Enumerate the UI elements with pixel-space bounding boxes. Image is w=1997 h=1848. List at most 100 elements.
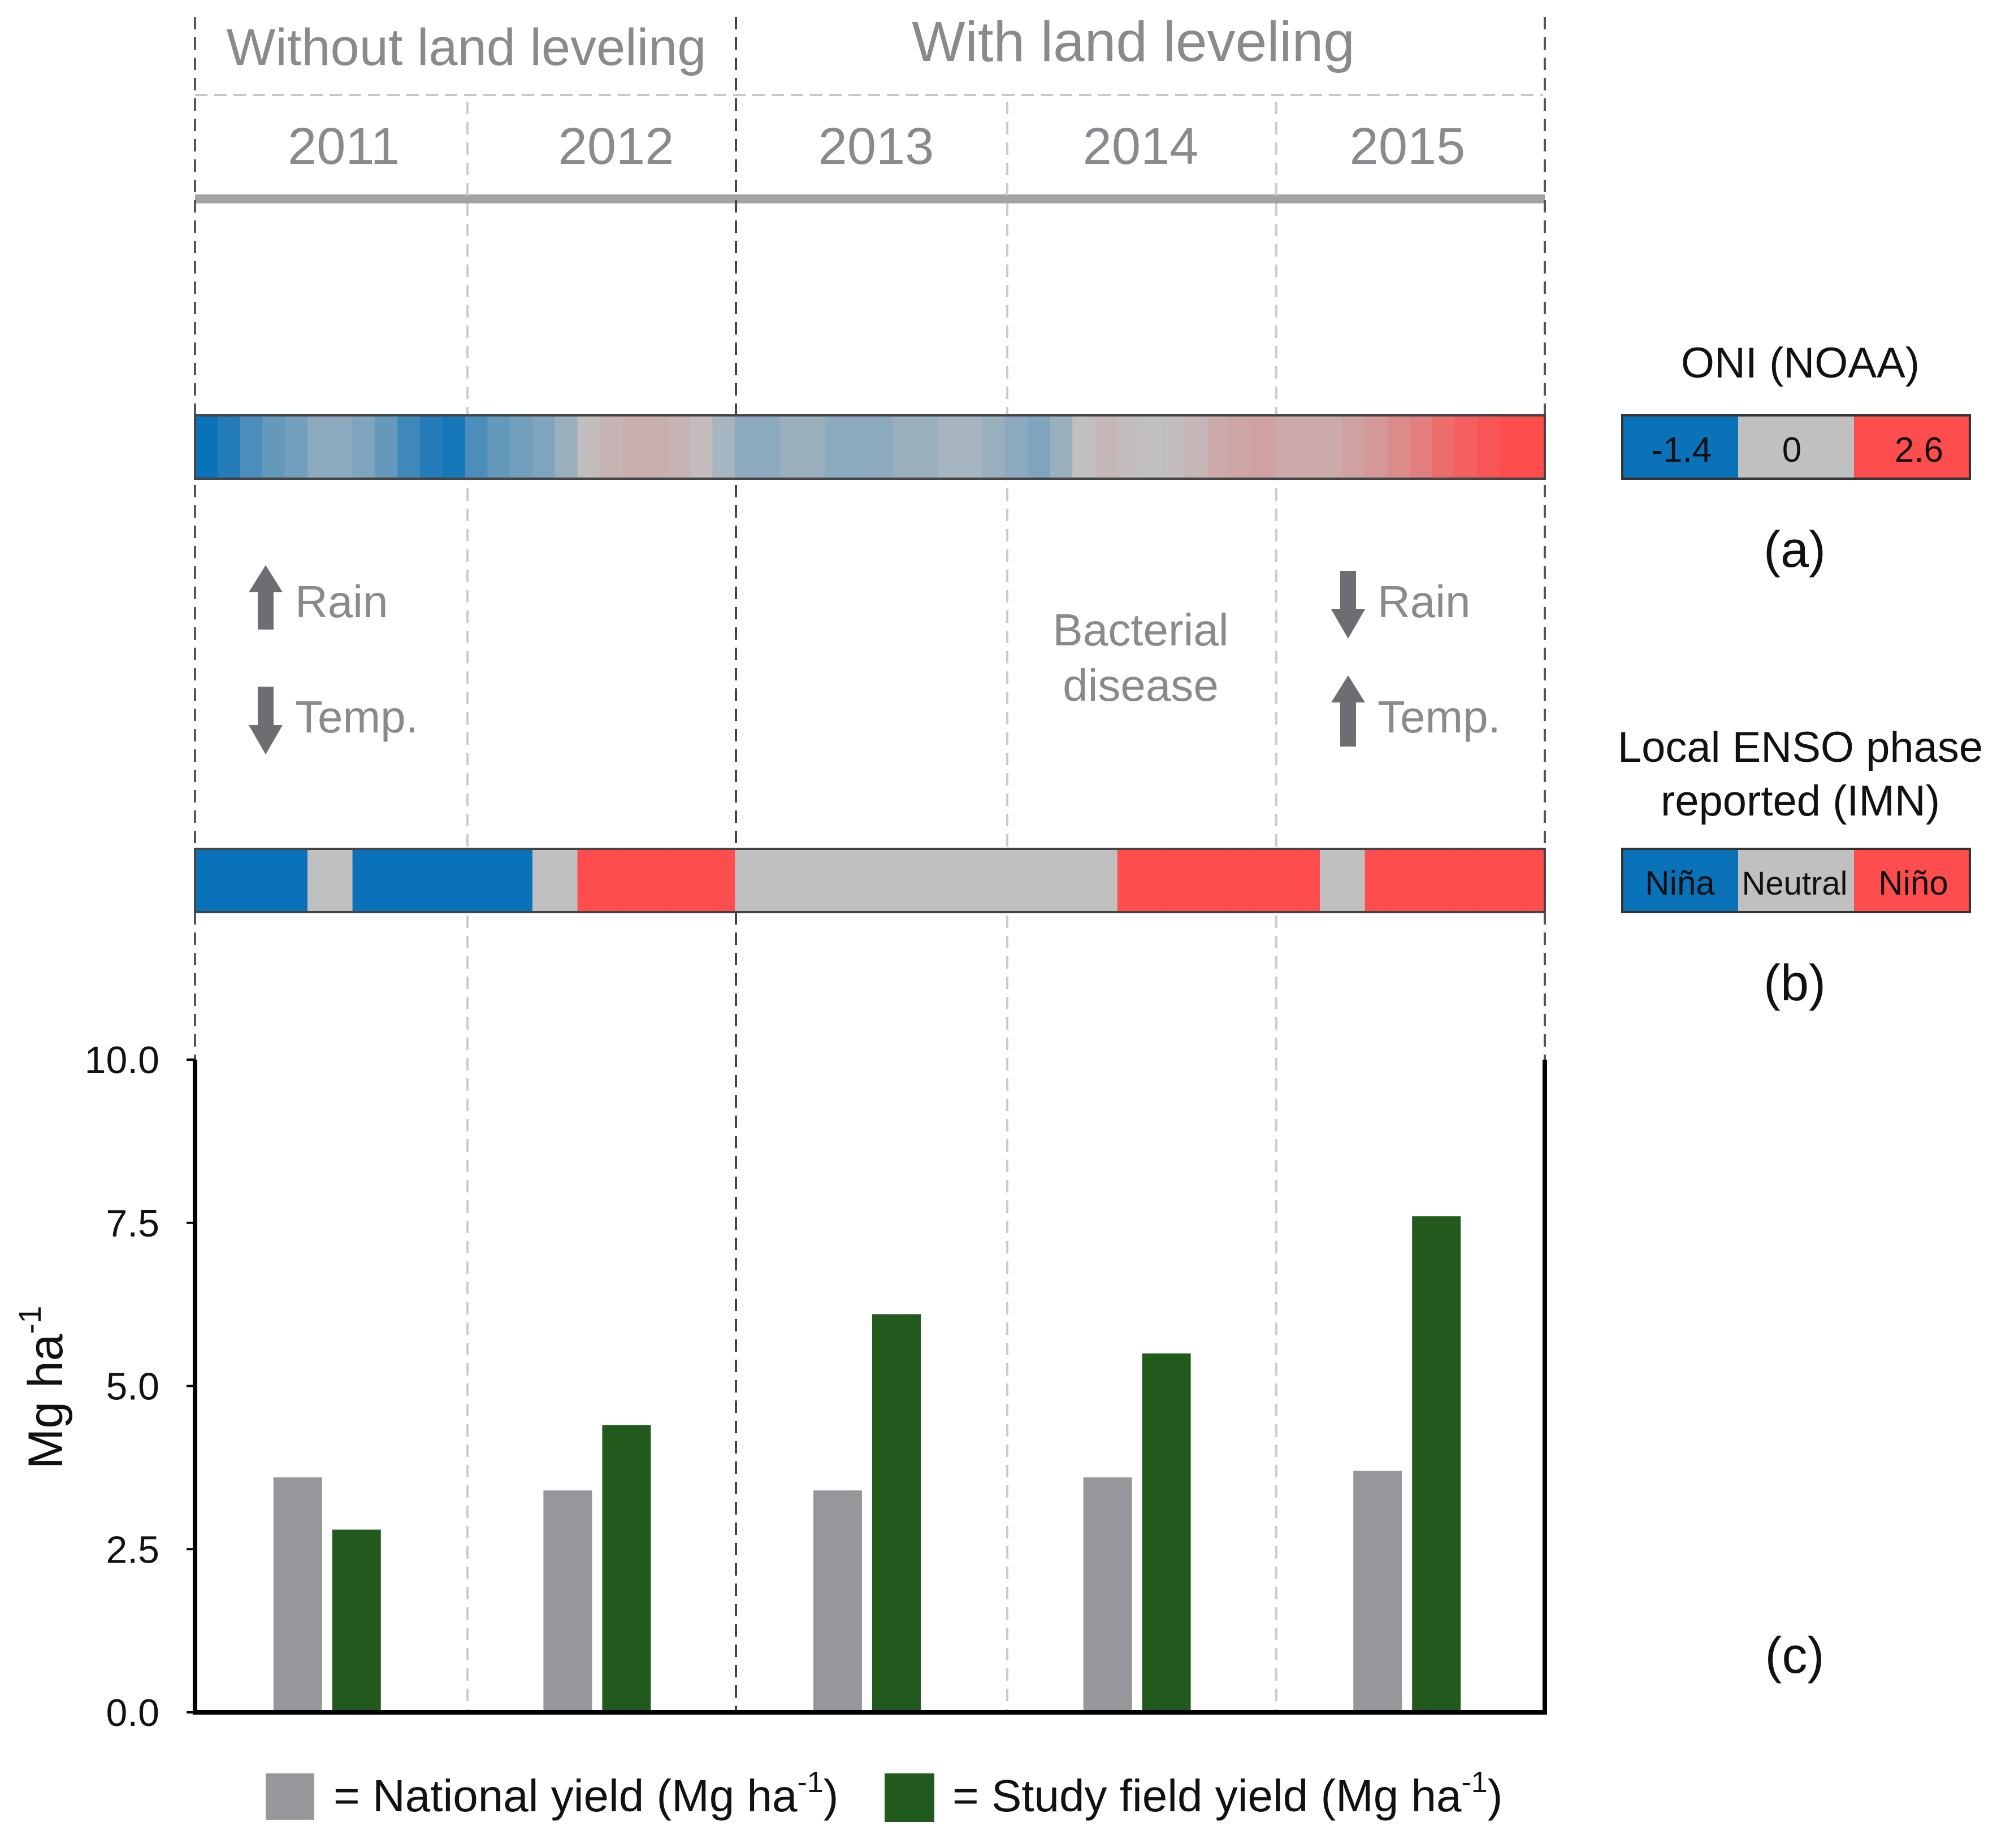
annotation-rain-2015: Rain	[1377, 576, 1471, 627]
oni-month-cell	[645, 415, 668, 479]
oni-month-cell	[667, 415, 691, 479]
bar-chart: 0.0 2.5 5.0 7.5 10.0 Mg ha-1 (c)	[12, 1039, 1824, 1734]
enso-month-cell	[982, 849, 1006, 912]
enso-legend-nino-label: Niño	[1878, 864, 1948, 902]
y-axis-label: Mg ha-1	[12, 1306, 73, 1469]
y-axis-label-sup: -1	[12, 1306, 47, 1334]
annotation-bacterial-line1: Bacterial	[1052, 605, 1228, 655]
enso-month-cell	[1140, 849, 1163, 912]
enso-month-cell	[600, 849, 623, 912]
oni-month-cell	[240, 415, 263, 479]
enso-month-cell	[577, 849, 601, 912]
enso-month-cell	[847, 849, 870, 912]
enso-month-cell	[1004, 849, 1028, 912]
enso-legend-nino-swatch	[1854, 849, 1970, 912]
oni-month-cell	[1297, 415, 1320, 479]
oni-month-cell	[1140, 415, 1163, 479]
legend-study-swatch	[885, 1773, 934, 1822]
y-tick-label: 10.0	[85, 1039, 159, 1082]
timeline-header: Without land leveling With land leveling…	[195, 10, 1545, 203]
study-field-yield-bar	[602, 1425, 651, 1712]
oni-legend-zero-label: 0	[1782, 431, 1801, 470]
year-label-2015: 2015	[1350, 118, 1466, 175]
enso-month-cell	[1229, 849, 1253, 912]
national-yield-bar	[543, 1490, 592, 1712]
oni-month-cell	[735, 415, 758, 479]
oni-legend-negative-swatch	[1622, 415, 1738, 479]
oni-month-cell	[285, 415, 308, 479]
enso-month-cell	[757, 849, 781, 912]
oni-month-cell	[217, 415, 241, 479]
enso-month-cell	[1522, 849, 1545, 912]
oni-legend-neutral-swatch	[1738, 415, 1854, 479]
enso-month-cell	[1477, 849, 1501, 912]
enso-month-cell	[802, 849, 826, 912]
panel-label-c: (c)	[1765, 1628, 1825, 1684]
oni-month-cell	[960, 415, 983, 479]
study-field-yield-bar	[332, 1529, 381, 1712]
panel-label-b: (b)	[1764, 955, 1826, 1012]
enso-month-cell	[1342, 849, 1366, 912]
enso-month-cell	[240, 849, 263, 912]
oni-month-cell	[375, 415, 398, 479]
enso-month-cell	[330, 849, 353, 912]
enso-month-cell	[1095, 849, 1118, 912]
enso-month-cell	[420, 849, 443, 912]
enso-month-cell	[1320, 849, 1343, 912]
oni-legend-positive-swatch	[1854, 415, 1970, 479]
oni-month-cell	[1477, 415, 1501, 479]
bar-legend: = National yield (Mg ha-1) = Study field…	[266, 1766, 1502, 1822]
enso-legend-nina-label: Niña	[1645, 864, 1715, 902]
y-tick-label: 7.5	[106, 1202, 159, 1245]
y-axis-ticks: 0.0 2.5 5.0 7.5 10.0	[85, 1039, 195, 1734]
oni-month-cell	[487, 415, 510, 479]
oni-month-cell	[1185, 415, 1208, 479]
enso-legend-neutral-label: Neutral	[1742, 865, 1848, 902]
y-tick-label: 5.0	[106, 1365, 159, 1408]
enso-month-cell	[262, 849, 285, 912]
oni-month-cell	[982, 415, 1006, 479]
bars	[273, 1216, 1461, 1713]
enso-month-cell	[667, 849, 691, 912]
oni-month-cell	[420, 415, 443, 479]
enso-month-cell	[825, 849, 848, 912]
enso-month-cell	[1454, 849, 1478, 912]
oni-month-cell	[690, 415, 713, 479]
enso-month-cell	[375, 849, 398, 912]
arrow-up-icon	[249, 565, 283, 630]
enso-month-cell	[1162, 849, 1185, 912]
oni-month-cell	[892, 415, 916, 479]
national-yield-bar	[273, 1477, 322, 1712]
legend-study-label: = Study field yield (Mg ha-1)	[952, 1766, 1502, 1821]
enso-month-cell	[1050, 849, 1073, 912]
oni-month-cell	[577, 415, 601, 479]
oni-month-cell	[1342, 415, 1366, 479]
arrow-down-icon	[1331, 571, 1365, 639]
enso-month-cell	[1117, 849, 1141, 912]
legend-national-label: = National yield (Mg ha-1)	[333, 1766, 838, 1821]
study-field-yield-bar	[1412, 1216, 1461, 1712]
annotations: Rain Temp. Bacterial disease Rain Temp.	[249, 565, 1501, 754]
enso-month-cell	[937, 849, 960, 912]
oni-month-cell	[442, 415, 466, 479]
y-tick-label: 0.0	[106, 1691, 159, 1734]
enso-month-cell	[870, 849, 893, 912]
oni-month-cell	[1162, 415, 1185, 479]
oni-month-cell	[1410, 415, 1433, 479]
annotation-temp-2015: Temp.	[1377, 692, 1501, 742]
oni-month-cell	[1522, 415, 1545, 479]
oni-month-cell	[262, 415, 285, 479]
oni-month-cell	[352, 415, 376, 479]
enso-month-cell	[915, 849, 938, 912]
enso-month-cell	[465, 849, 488, 912]
enso-month-cell	[510, 849, 533, 912]
enso-month-cell	[1387, 849, 1410, 912]
enso-month-cell	[690, 849, 713, 912]
enso-month-cell	[217, 849, 241, 912]
enso-strip	[195, 849, 1545, 912]
oni-month-cell	[1072, 415, 1095, 479]
enso-month-cell	[285, 849, 308, 912]
enso-month-cell	[1500, 849, 1523, 912]
oni-month-cell	[1364, 415, 1388, 479]
national-yield-bar	[1353, 1470, 1402, 1712]
